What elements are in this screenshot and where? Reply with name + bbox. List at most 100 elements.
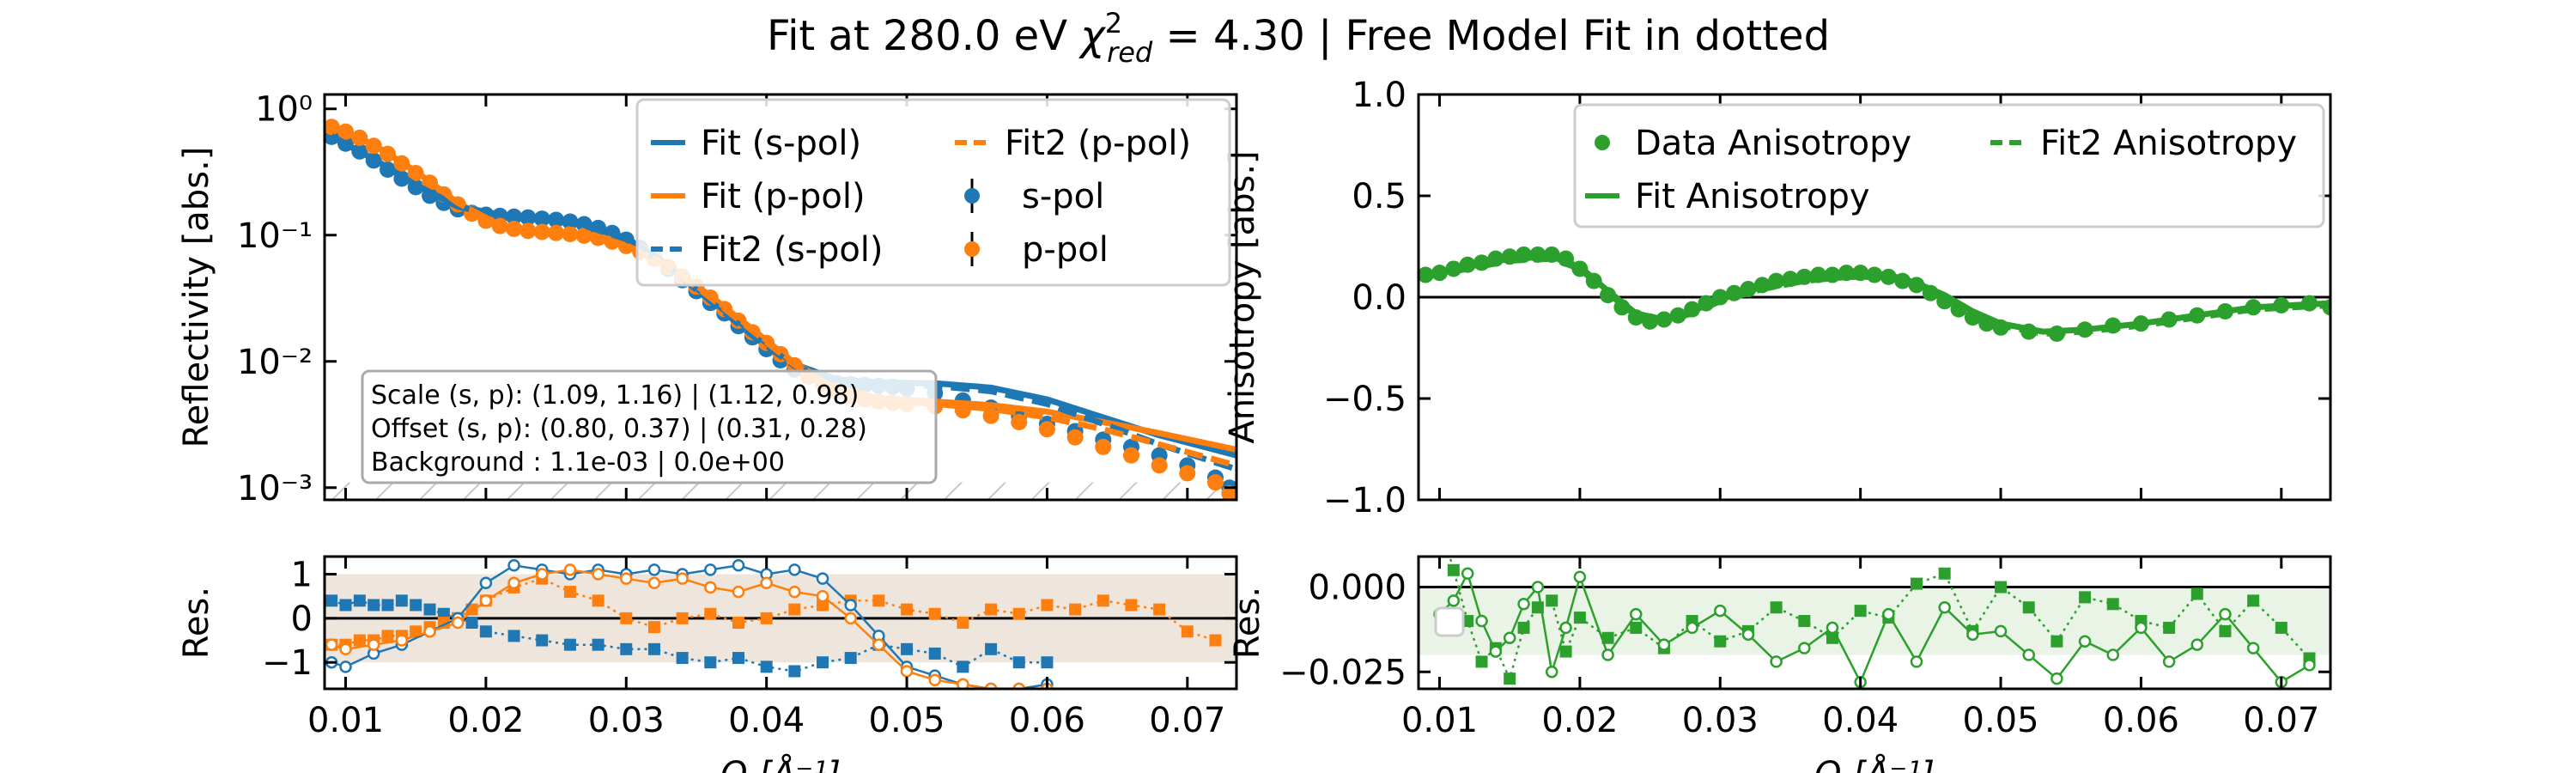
plot-area bbox=[325, 119, 1236, 500]
anisotropy-legend: Data Anisotropy Fit Anisotropy Fit2 Anis… bbox=[1573, 103, 2325, 228]
residual-marker bbox=[1826, 621, 1839, 635]
residual-marker bbox=[985, 603, 998, 616]
legend-label-data-anisotropy: Data Anisotropy bbox=[1635, 124, 1911, 163]
residual-marker bbox=[479, 576, 493, 590]
residual-marker bbox=[844, 652, 857, 665]
residual-marker bbox=[788, 665, 801, 678]
residual-marker bbox=[1475, 614, 1488, 628]
y-tick-label: 10⁻³ bbox=[237, 469, 313, 508]
residual-marker bbox=[1629, 607, 1643, 621]
y-tick-label: −1 bbox=[262, 643, 313, 683]
residual-marker bbox=[2219, 624, 2232, 637]
residual-marker bbox=[704, 563, 717, 576]
residual-marker bbox=[957, 660, 969, 673]
residual-marker bbox=[2022, 648, 2035, 661]
residual-marker bbox=[760, 576, 773, 590]
residual-marker bbox=[1041, 599, 1054, 612]
y-tick-label: −0.5 bbox=[1323, 380, 1406, 419]
residual-marker bbox=[844, 599, 857, 612]
residual-marker bbox=[507, 630, 520, 642]
residual-marker bbox=[985, 642, 998, 655]
residual-marker bbox=[1209, 634, 1222, 647]
xlabel-right: Q [Å⁻¹] bbox=[1814, 753, 1935, 773]
plot-area bbox=[325, 559, 1236, 689]
residual-marker bbox=[788, 563, 801, 576]
data-point bbox=[1206, 474, 1224, 491]
residual-marker bbox=[1714, 635, 1727, 648]
residual-marker bbox=[563, 563, 577, 576]
residual-marker bbox=[816, 589, 829, 603]
reflectivity-residuals-panel: 0.01 0.02 0.03 0.04 0.05 0.06 0.07 1 0 −1 bbox=[262, 555, 1238, 740]
y-tick-label: 0.5 bbox=[1352, 177, 1406, 216]
residual-marker bbox=[1686, 621, 1698, 635]
residual-ylabel-left: Res. bbox=[177, 587, 216, 659]
legend-label-fit2-p: Fit2 (p-pol) bbox=[1005, 124, 1191, 163]
residual-marker bbox=[1559, 621, 1572, 635]
residual-marker bbox=[928, 607, 941, 620]
residual-marker bbox=[620, 612, 633, 624]
residual-marker bbox=[325, 638, 338, 651]
offset-text: Offset (s, p): (0.80, 0.37) | (0.31, 0.2… bbox=[371, 414, 867, 444]
residual-marker bbox=[676, 652, 689, 665]
residual-marker bbox=[788, 603, 801, 616]
y-tick-label: −1.0 bbox=[1323, 481, 1406, 520]
legend-marker-p-pol bbox=[964, 241, 980, 257]
residual-marker bbox=[901, 603, 914, 616]
residual-marker bbox=[1546, 594, 1558, 607]
residual-marker bbox=[507, 576, 520, 590]
residual-marker bbox=[2022, 601, 2035, 614]
x-tick-label: 0.02 bbox=[447, 701, 524, 740]
background-text: Background : 1.1e-03 | 0.0e+00 bbox=[371, 447, 785, 478]
residual-marker bbox=[1938, 567, 1951, 580]
legend-marker-data-anisotropy bbox=[1595, 135, 1610, 150]
y-tick-label: 10⁻¹ bbox=[237, 216, 313, 256]
residual-marker bbox=[339, 599, 352, 612]
residual-marker bbox=[647, 576, 661, 590]
residual-line bbox=[331, 599, 1048, 673]
residual-marker bbox=[592, 568, 605, 581]
residual-marker bbox=[1503, 631, 1516, 645]
residual-marker bbox=[2078, 635, 2092, 648]
data-point bbox=[1066, 429, 1084, 446]
residual-marker bbox=[368, 599, 380, 612]
y-tick-label: 1.0 bbox=[1352, 76, 1406, 115]
residual-marker bbox=[732, 585, 745, 599]
residual-marker bbox=[2246, 642, 2260, 654]
residual-marker bbox=[1489, 645, 1503, 658]
legend-label-p-pol: p-pol bbox=[1022, 230, 1109, 270]
plot-area bbox=[1419, 246, 2330, 342]
x-tick-label: 0.06 bbox=[1009, 701, 1085, 740]
residual-marker bbox=[901, 642, 914, 655]
x-tick-label: 0.03 bbox=[1682, 701, 1759, 740]
residual-marker bbox=[381, 599, 394, 612]
residual-marker bbox=[1854, 605, 1867, 618]
data-point bbox=[1011, 414, 1028, 431]
residual-marker bbox=[704, 607, 717, 620]
residual-marker bbox=[507, 559, 520, 572]
residual-marker bbox=[957, 678, 969, 689]
data-point bbox=[1122, 447, 1139, 464]
background-hatch bbox=[325, 482, 1236, 500]
residual-marker bbox=[1153, 603, 1166, 616]
residual-marker bbox=[423, 603, 436, 616]
x-tick-label: 0.01 bbox=[1401, 701, 1478, 740]
residual-marker bbox=[592, 638, 605, 651]
y-tick-label: 0.000 bbox=[1308, 569, 1406, 608]
legend-label-fit2-s: Fit2 (s-pol) bbox=[701, 230, 884, 270]
residual-marker bbox=[2135, 621, 2148, 635]
residual-marker bbox=[2079, 591, 2092, 604]
residual-marker bbox=[465, 617, 478, 629]
residual-marker bbox=[592, 594, 605, 607]
residual-marker bbox=[620, 572, 633, 585]
residual-marker bbox=[381, 630, 394, 642]
fit2-line bbox=[330, 133, 1236, 472]
axes-frame bbox=[323, 555, 1238, 691]
residual-marker bbox=[647, 642, 660, 655]
residual-marker bbox=[704, 656, 717, 669]
data-point bbox=[1151, 457, 1168, 474]
residual-marker bbox=[872, 638, 885, 651]
residual-marker bbox=[325, 594, 338, 607]
legend-label-fit-anisotropy: Fit Anisotropy bbox=[1635, 177, 1870, 216]
residual-marker bbox=[563, 586, 576, 599]
